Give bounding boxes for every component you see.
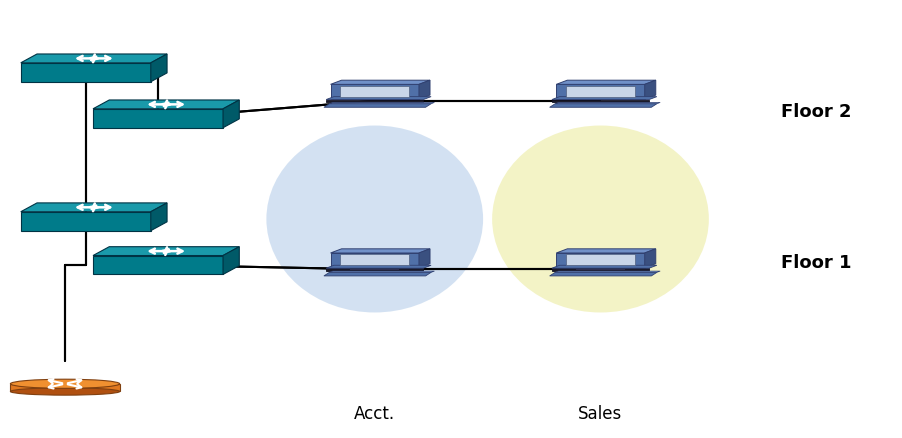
Polygon shape [93,109,223,128]
Polygon shape [151,54,167,82]
Polygon shape [566,254,634,265]
Text: Floor 1: Floor 1 [780,254,851,272]
Polygon shape [329,102,434,104]
Text: Acct.: Acct. [354,405,395,423]
Polygon shape [340,86,409,96]
Polygon shape [223,100,239,128]
Polygon shape [549,104,656,107]
Polygon shape [326,97,430,99]
Ellipse shape [10,388,119,395]
Polygon shape [93,247,239,255]
Ellipse shape [266,126,483,312]
Polygon shape [419,80,429,99]
Ellipse shape [492,126,708,312]
Polygon shape [644,80,655,99]
Polygon shape [551,99,649,102]
Polygon shape [21,63,151,82]
Polygon shape [10,384,119,392]
Polygon shape [151,203,167,231]
Polygon shape [330,85,419,99]
Polygon shape [556,249,655,253]
Polygon shape [93,100,239,109]
Polygon shape [324,272,430,276]
Polygon shape [556,253,644,268]
Polygon shape [330,80,429,85]
Polygon shape [93,255,223,275]
Polygon shape [21,54,167,63]
Text: Floor 2: Floor 2 [780,102,851,121]
Ellipse shape [10,379,119,389]
Polygon shape [556,80,655,85]
Polygon shape [549,272,656,276]
Polygon shape [324,104,430,107]
Polygon shape [556,85,644,99]
Polygon shape [551,268,649,271]
Polygon shape [551,265,656,268]
Polygon shape [575,269,624,270]
Polygon shape [330,253,419,268]
Polygon shape [21,212,151,231]
Polygon shape [330,249,429,253]
Polygon shape [551,97,656,99]
Polygon shape [350,269,399,270]
Polygon shape [326,268,423,271]
Polygon shape [566,86,634,96]
Polygon shape [555,271,659,272]
Polygon shape [329,271,434,272]
Polygon shape [326,99,423,102]
Polygon shape [21,203,167,212]
Polygon shape [223,247,239,275]
Polygon shape [340,254,409,265]
Polygon shape [555,102,659,104]
Polygon shape [419,249,429,268]
Text: Sales: Sales [577,405,622,423]
Polygon shape [326,265,430,268]
Polygon shape [644,249,655,268]
